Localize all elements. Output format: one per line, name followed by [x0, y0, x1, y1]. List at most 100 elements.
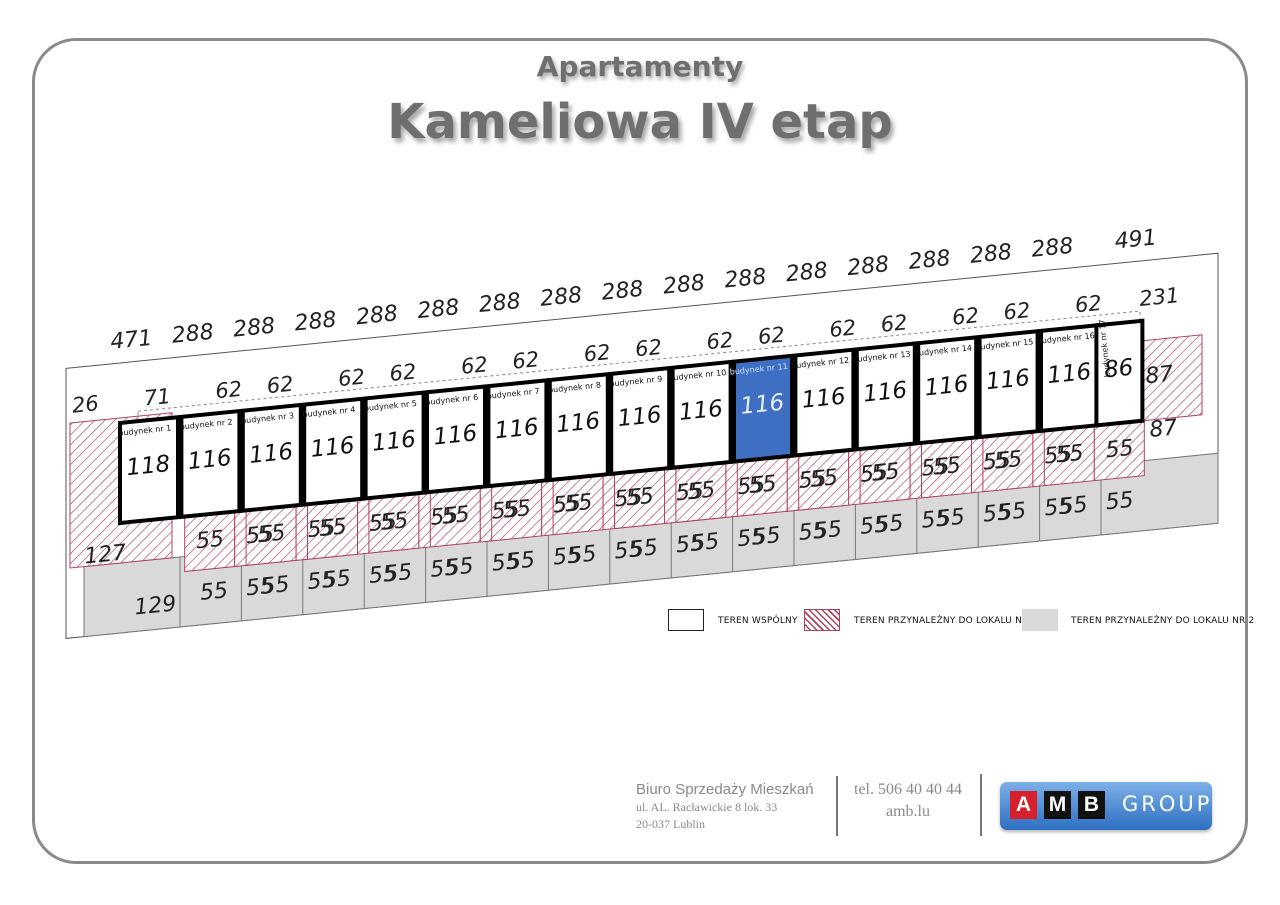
strip-area-label: 62 [337, 365, 366, 392]
gray-plot-label: 55 [613, 537, 643, 565]
building [240, 402, 303, 513]
top-area-label: 288 [355, 301, 399, 330]
top-area-label: 288 [539, 283, 583, 312]
hatched-plot-label: 55 [379, 508, 409, 536]
gray-plot-label: 55 [675, 531, 705, 559]
hatched-plot-label: 55 [318, 514, 348, 542]
project-title: Kameliowa IV etap [387, 94, 893, 150]
gray-plot-label: 55 [490, 549, 520, 577]
top-area-label: 288 [1030, 234, 1074, 263]
hatched-left-label: 127 [83, 540, 127, 569]
gray-plot-label: 55 [306, 567, 336, 595]
hatched-plot-label: 55 [920, 454, 950, 482]
building-area: 116 [616, 402, 662, 432]
gray-plot-label: 55 [874, 511, 904, 539]
legend-label-common: TEREN WSPÓLNY [718, 616, 798, 626]
strip-area-label: 62 [460, 352, 489, 379]
strip-area-label: 62 [1002, 298, 1031, 325]
top-area-label: 288 [416, 295, 460, 324]
top-area-label: 288 [478, 289, 522, 318]
building-area: 116 [985, 365, 1031, 395]
gray-plot-label: 55 [982, 500, 1012, 528]
strip-area-label: 62 [214, 377, 243, 404]
top-area-label: 288 [600, 277, 644, 306]
strip-area-label: 62 [583, 340, 612, 367]
hatched-plot-label: 55 [1104, 436, 1134, 464]
strip-area-label: 62 [828, 315, 857, 342]
building [1094, 318, 1145, 428]
gray-plot-label: 55 [1104, 488, 1134, 516]
building [854, 341, 917, 452]
hatched-plot-label: 55 [440, 502, 470, 530]
legend-label-unit1: TEREN PRZYNALEŻNY DO LOKALU NR 1 [854, 616, 1038, 626]
top-area-label: 288 [723, 264, 767, 293]
top-area-label: 288 [785, 258, 829, 287]
logo-group-text: GROUP [1122, 792, 1213, 816]
hatched-plot-label: 55 [625, 484, 655, 512]
gray-plot-label: 55 [797, 518, 827, 546]
strip-area-label: 62 [266, 372, 295, 399]
website-link[interactable]: amb.lu [886, 803, 930, 820]
strip-area-label: 26 [71, 391, 100, 418]
strip-area-label: 62 [1074, 291, 1103, 318]
legend-swatch-common [668, 609, 704, 631]
gray-plot-label: 55 [245, 574, 275, 602]
hatched-plot-label: 55 [747, 471, 777, 499]
building [547, 372, 610, 483]
footer-divider-2 [980, 774, 982, 836]
logo-letter-b: B [1078, 791, 1105, 819]
building-area: 116 [801, 383, 847, 413]
gray-plot-label: 55 [629, 535, 659, 563]
hatched-plot-label: 55 [245, 522, 275, 550]
hatched-plot-label: 55 [809, 465, 839, 493]
top-area-label: 288 [662, 271, 706, 300]
hatched-plot-label: 55 [932, 453, 962, 481]
amb-group-logo[interactable]: A M B GROUP [1000, 782, 1212, 830]
phone-number[interactable]: tel. 506 40 40 44 [854, 781, 962, 798]
legend-label-unit2: TEREN PRZYNALEŻNY DO LOKALU NR 2 [1071, 616, 1255, 626]
building-area: 116 [309, 433, 355, 463]
gray-plot-label: 55 [751, 523, 781, 551]
strip-area-label: 62 [951, 303, 980, 330]
gray-plot-label: 55 [813, 517, 843, 545]
hatched-plot-label: 55 [686, 478, 716, 506]
gray-plot-label: 55 [920, 506, 950, 534]
gray-right-label: 87 [1148, 415, 1178, 443]
building [732, 353, 794, 464]
gray-plot-label: 55 [383, 560, 413, 588]
hatched-plot-label: 55 [563, 490, 593, 518]
footer-divider [836, 776, 838, 836]
building [179, 408, 242, 520]
building [425, 384, 487, 495]
hatched-plot-label: 55 [429, 503, 459, 531]
hatched-plot-label: 55 [613, 485, 643, 513]
gray-plot-label: 55 [260, 572, 290, 600]
hatched-plot-label: 55 [368, 509, 398, 537]
building [670, 359, 733, 470]
building [302, 396, 365, 507]
top-area-label: 288 [907, 246, 951, 275]
page-frame [32, 38, 1248, 864]
building-area: 116 [494, 414, 540, 444]
gray-plot-label: 55 [736, 525, 766, 553]
gray-plot-label: 55 [567, 541, 597, 569]
gray-plot-label: 55 [552, 543, 582, 571]
building-area: 116 [555, 408, 601, 438]
strip-area-label: 62 [511, 347, 540, 374]
logo-letter-a: A [1010, 791, 1037, 819]
gray-plot-label: 55 [859, 512, 889, 540]
logo-letter-m: M [1044, 791, 1071, 819]
hatched-plot-label: 55 [502, 496, 532, 524]
top-area-label: 288 [171, 320, 215, 349]
gray-plot-label: 55 [199, 578, 229, 606]
top-area-label: 288 [969, 240, 1013, 269]
gray-plot-label: 55 [322, 566, 352, 594]
building [916, 335, 979, 446]
gray-plot-label: 55 [506, 548, 536, 576]
top-area-label: 491 [1114, 225, 1158, 254]
building-area: 116 [862, 377, 908, 407]
sales-office-name: Biuro Sprzedaży Mieszkań [636, 781, 814, 798]
sales-office-city: 20-037 Lublin [636, 817, 705, 831]
building-area: 116 [923, 371, 969, 401]
building-area: 86 [1103, 355, 1135, 384]
